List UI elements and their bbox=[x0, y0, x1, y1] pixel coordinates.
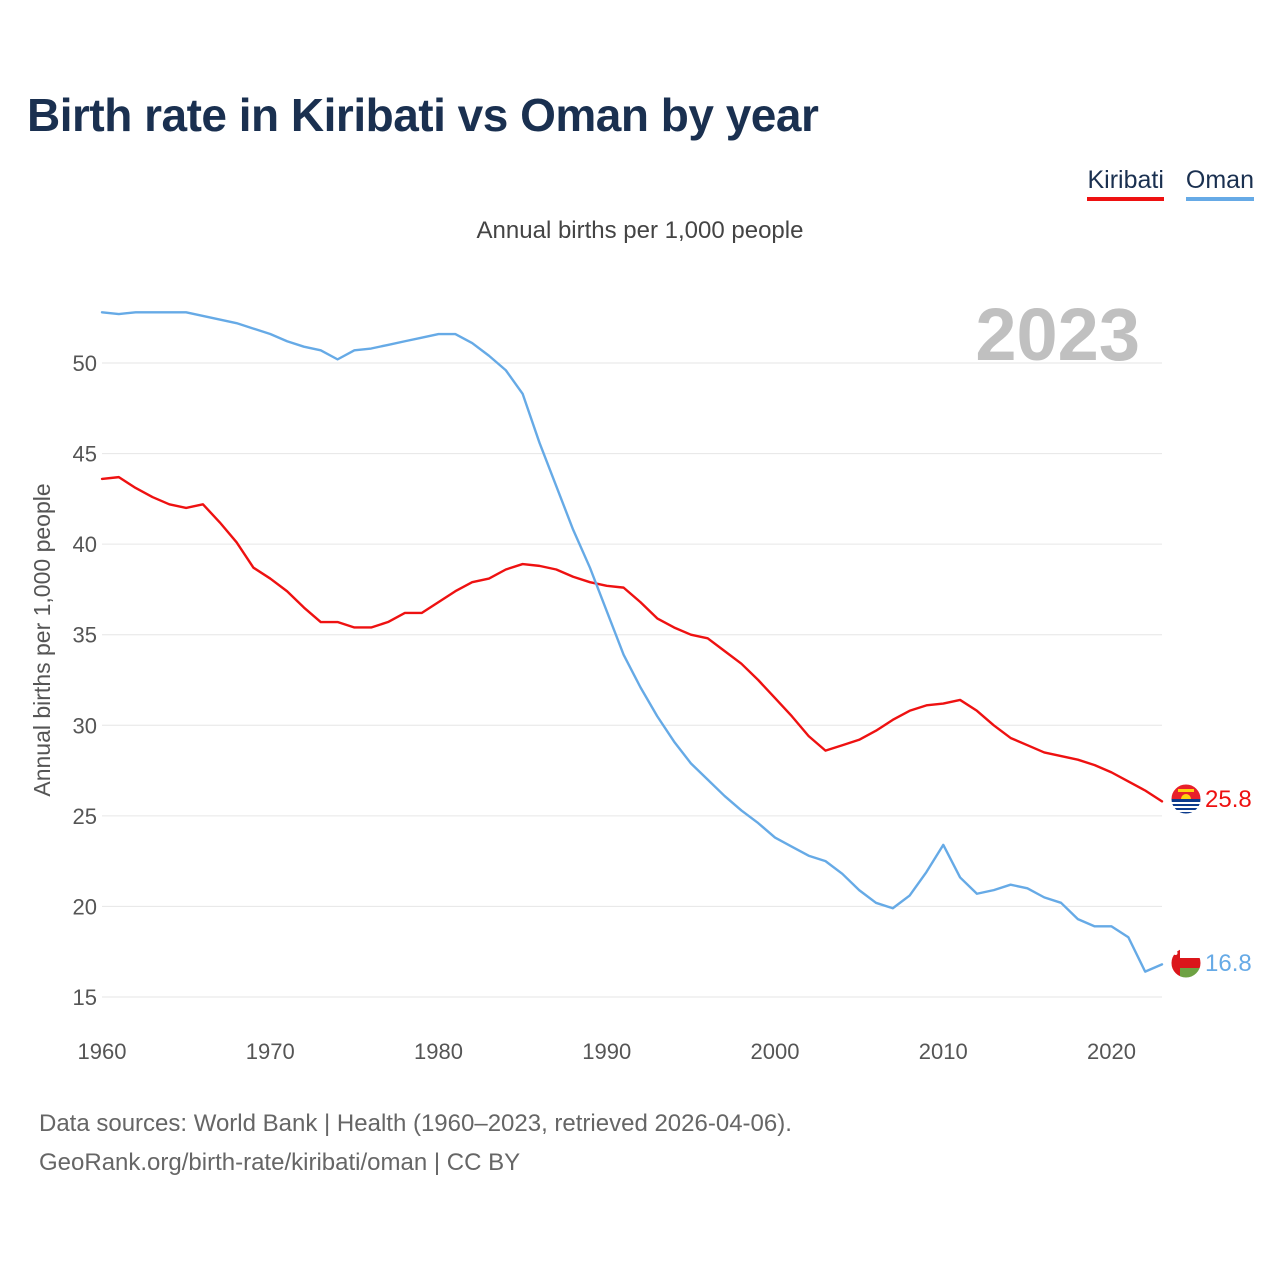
legend: Kiribati Oman bbox=[1087, 166, 1254, 201]
kiribati-flag-border bbox=[1170, 783, 1202, 815]
kiribati-flag-icon bbox=[1171, 784, 1201, 814]
y-tick-label: 25 bbox=[73, 804, 97, 829]
page-title: Birth rate in Kiribati vs Oman by year bbox=[27, 89, 819, 141]
series-line-oman bbox=[100, 311, 1164, 973]
year-label: 2023 bbox=[975, 293, 1140, 376]
x-axis-ticks: 1960 1970 1980 1990 2000 2010 2020 bbox=[78, 1039, 1136, 1064]
x-tick-label: 1960 bbox=[78, 1039, 127, 1064]
y-tick-label: 35 bbox=[73, 623, 97, 648]
x-tick-label: 2010 bbox=[919, 1039, 968, 1064]
x-tick-label: 1980 bbox=[414, 1039, 463, 1064]
oman-flag-border bbox=[1170, 947, 1202, 979]
grid-lines bbox=[102, 362, 1162, 998]
x-tick-label: 1970 bbox=[246, 1039, 295, 1064]
data-source-text: Data sources: World Bank | Health (1960–… bbox=[39, 1110, 792, 1137]
y-tick-label: 40 bbox=[73, 532, 97, 557]
line-chart: 15 20 25 30 35 40 45 50 1960 1970 1980 1990 2000 201… bbox=[29, 293, 1252, 1064]
x-tick-label: 1990 bbox=[582, 1039, 631, 1064]
y-axis-title: Annual births per 1,000 people bbox=[29, 483, 55, 796]
x-tick-label: 2020 bbox=[1087, 1039, 1136, 1064]
legend-item-kiribati[interactable]: Kiribati bbox=[1087, 166, 1164, 201]
y-axis-ticks: 15 20 25 30 35 40 45 50 bbox=[73, 351, 97, 1010]
series-line-kiribati bbox=[100, 475, 1164, 803]
source-url-text: GeoRank.org/birth-rate/kiribati/oman | C… bbox=[39, 1149, 521, 1176]
oman-end-value-label: 16.8 bbox=[1205, 950, 1252, 977]
y-tick-label: 20 bbox=[73, 894, 97, 919]
kiribati-end-value-label: 25.8 bbox=[1205, 786, 1252, 813]
y-tick-label: 45 bbox=[73, 442, 97, 467]
y-tick-label: 50 bbox=[73, 351, 97, 376]
footer: Data sources: World Bank | Health (1960–… bbox=[39, 1104, 792, 1182]
y-tick-label: 30 bbox=[73, 713, 97, 738]
legend-item-oman[interactable]: Oman bbox=[1185, 166, 1254, 201]
y-tick-label: 15 bbox=[73, 985, 97, 1010]
chart-subtitle: Annual births per 1,000 people bbox=[476, 217, 804, 244]
series-lines bbox=[100, 311, 1164, 973]
x-tick-label: 2000 bbox=[751, 1039, 800, 1064]
